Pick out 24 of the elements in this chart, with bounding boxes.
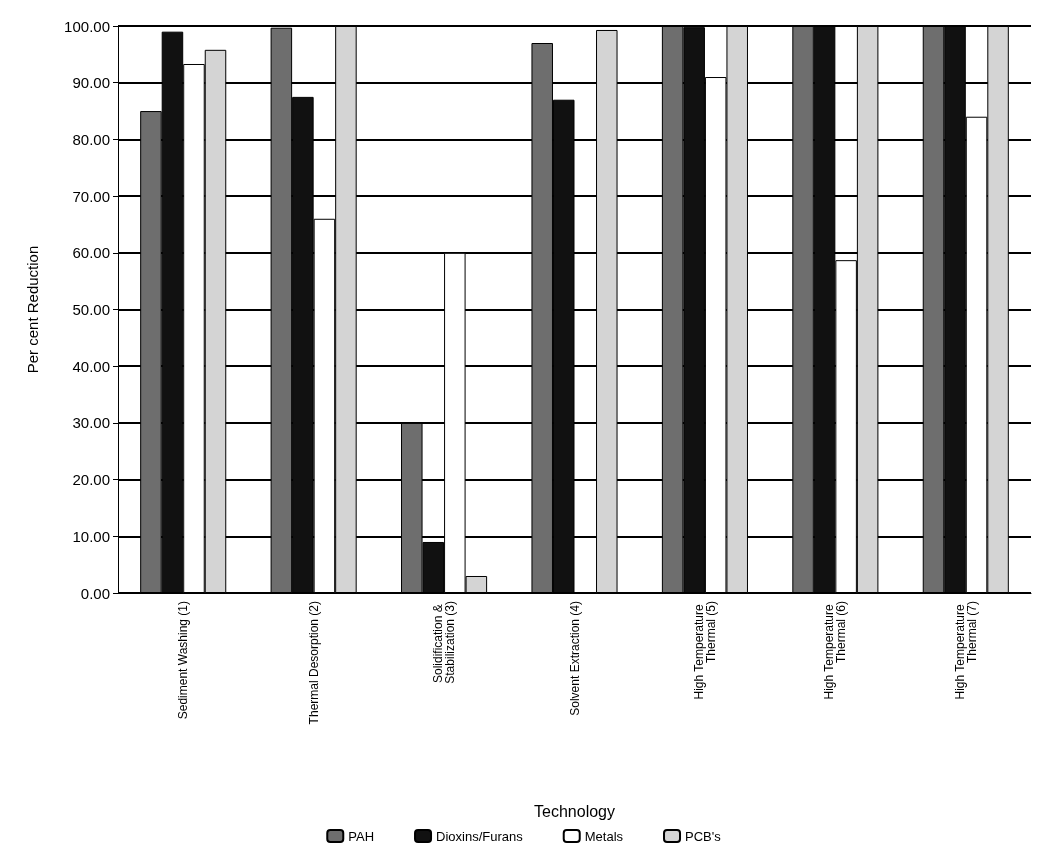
x-tick-label: Solidification & Stabilization (3) bbox=[431, 601, 458, 684]
y-tick-label: 90.00 bbox=[72, 74, 110, 92]
legend-label: PCB's bbox=[685, 828, 722, 844]
y-axis-title: Per cent Reduction bbox=[24, 245, 41, 374]
x-tick-label: Thermal Desorption (2) bbox=[306, 601, 321, 725]
y-tick-label: 60.00 bbox=[72, 244, 110, 262]
y-tick-label: 70.00 bbox=[72, 187, 110, 205]
y-tick-label: 50.00 bbox=[72, 301, 110, 318]
y-tick-label: 10.00 bbox=[72, 527, 110, 545]
x-tick-label: High Temperature Thermal (5) bbox=[691, 601, 718, 700]
y-tick-label: 100.00 bbox=[64, 17, 110, 35]
x-tick-label: High Temperature Thermal (6) bbox=[822, 601, 849, 700]
legend-label: PAH bbox=[348, 828, 375, 844]
y-tick-label: 40.00 bbox=[72, 357, 110, 375]
y-tick-label: 20.00 bbox=[72, 471, 110, 489]
y-tick-label: 30.00 bbox=[72, 414, 110, 432]
x-tick-label: Sediment Washing (1) bbox=[176, 601, 191, 720]
y-tick-label: 80.00 bbox=[72, 130, 110, 148]
legend-label: Metals bbox=[584, 828, 624, 844]
legend-label: Dioxins/Furans bbox=[436, 828, 524, 844]
x-tick-label: High Temperature Thermal (7) bbox=[952, 601, 979, 700]
y-tick-label: 0.00 bbox=[80, 584, 110, 602]
x-tick-label: Solvent Extraction (4) bbox=[567, 601, 582, 716]
x-axis-title: Technology bbox=[534, 802, 615, 820]
